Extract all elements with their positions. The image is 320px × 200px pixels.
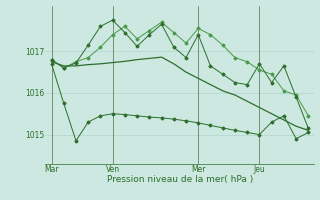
X-axis label: Pression niveau de la mer( hPa ): Pression niveau de la mer( hPa )	[107, 175, 253, 184]
